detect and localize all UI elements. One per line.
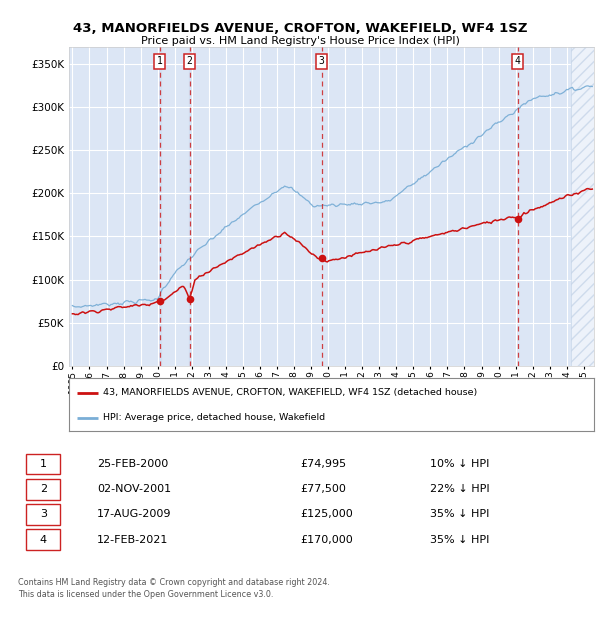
Text: 2: 2 — [40, 484, 47, 494]
Text: 35% ↓ HPI: 35% ↓ HPI — [430, 510, 489, 520]
Text: 1: 1 — [157, 56, 163, 66]
Text: Price paid vs. HM Land Registry's House Price Index (HPI): Price paid vs. HM Land Registry's House … — [140, 36, 460, 46]
Text: 3: 3 — [319, 56, 325, 66]
Text: 43, MANORFIELDS AVENUE, CROFTON, WAKEFIELD, WF4 1SZ (detached house): 43, MANORFIELDS AVENUE, CROFTON, WAKEFIE… — [103, 389, 478, 397]
Text: £74,995: £74,995 — [300, 459, 346, 469]
Text: 12-FEB-2021: 12-FEB-2021 — [97, 534, 169, 544]
Text: £170,000: £170,000 — [300, 534, 353, 544]
Text: 4: 4 — [515, 56, 521, 66]
Text: 17-AUG-2009: 17-AUG-2009 — [97, 510, 172, 520]
FancyBboxPatch shape — [26, 504, 61, 525]
FancyBboxPatch shape — [26, 529, 61, 550]
Text: £125,000: £125,000 — [300, 510, 353, 520]
Text: Contains HM Land Registry data © Crown copyright and database right 2024.: Contains HM Land Registry data © Crown c… — [18, 578, 330, 587]
Bar — [189, 46, 190, 366]
Text: 25-FEB-2000: 25-FEB-2000 — [97, 459, 168, 469]
Text: 3: 3 — [40, 510, 47, 520]
Text: 1: 1 — [40, 459, 47, 469]
Bar — [571, 46, 600, 366]
Text: 10% ↓ HPI: 10% ↓ HPI — [430, 459, 489, 469]
Bar — [571, 46, 600, 366]
Text: 43, MANORFIELDS AVENUE, CROFTON, WAKEFIELD, WF4 1SZ: 43, MANORFIELDS AVENUE, CROFTON, WAKEFIE… — [73, 22, 527, 35]
Bar — [159, 46, 161, 366]
Text: £77,500: £77,500 — [300, 484, 346, 494]
Text: 2: 2 — [187, 56, 193, 66]
Text: 02-NOV-2001: 02-NOV-2001 — [97, 484, 171, 494]
Text: 35% ↓ HPI: 35% ↓ HPI — [430, 534, 489, 544]
Text: This data is licensed under the Open Government Licence v3.0.: This data is licensed under the Open Gov… — [18, 590, 274, 600]
Text: 4: 4 — [40, 534, 47, 544]
FancyBboxPatch shape — [26, 479, 61, 500]
Text: HPI: Average price, detached house, Wakefield: HPI: Average price, detached house, Wake… — [103, 413, 325, 422]
Text: 22% ↓ HPI: 22% ↓ HPI — [430, 484, 490, 494]
FancyBboxPatch shape — [26, 454, 61, 474]
